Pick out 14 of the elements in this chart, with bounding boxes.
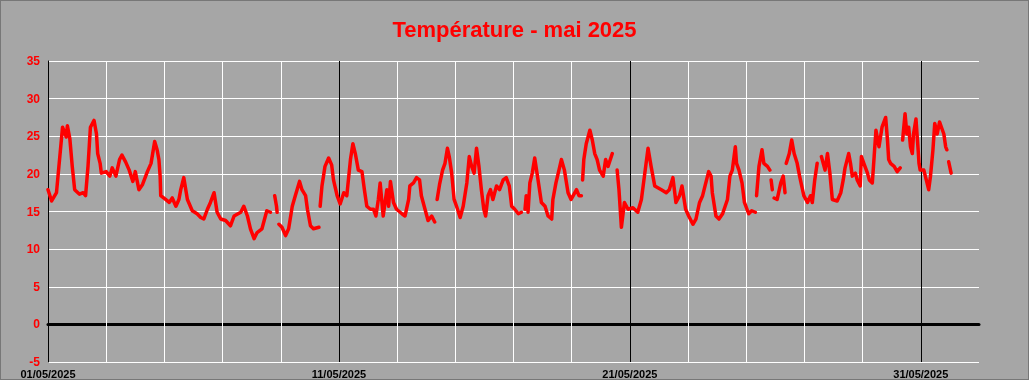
y-tick-label: 15 xyxy=(26,204,41,219)
y-tick-label: 5 xyxy=(33,279,41,294)
x-tick-label: 11/05/2025 xyxy=(311,367,367,380)
x-tick-label: 21/05/2025 xyxy=(602,367,658,380)
y-tick-label: 35 xyxy=(26,54,41,68)
y-tick-label: 25 xyxy=(26,129,41,144)
chart-title: Température - mai 2025 xyxy=(392,16,637,42)
y-tick-label: -5 xyxy=(29,355,41,369)
y-tick-label: 30 xyxy=(26,91,41,106)
y-tick-label: 0 xyxy=(33,317,41,332)
y-tick-label: 10 xyxy=(26,242,41,257)
x-tick-label: 31/05/2025 xyxy=(893,367,949,380)
x-tick-label: 01/05/2025 xyxy=(20,367,76,380)
y-tick-label: 20 xyxy=(26,166,41,181)
